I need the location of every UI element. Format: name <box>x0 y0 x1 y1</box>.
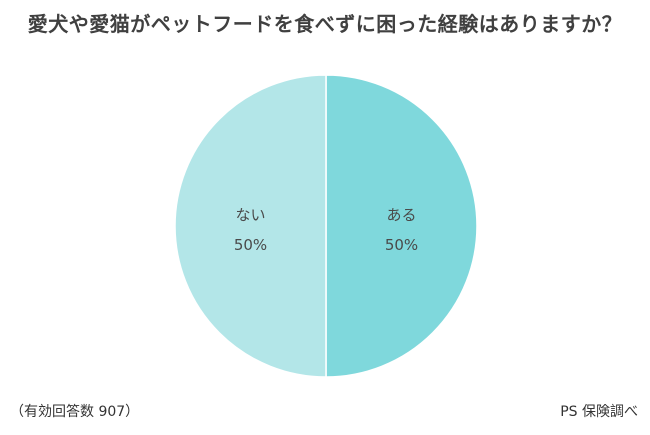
chart-title: 愛犬や愛猫がペットフードを食べずに困った経験はありますか？ <box>27 12 623 36</box>
slice-label-0: ある <box>386 206 416 224</box>
pie-slices <box>174 74 478 378</box>
pie-labels: ある 50% ない 50% <box>234 206 418 254</box>
pie-slice-1 <box>174 74 327 378</box>
pie-slice-0 <box>325 74 478 378</box>
source-credit: PS 保険調べ <box>560 404 638 420</box>
slice-value-label-1: 50% <box>234 236 267 254</box>
slice-value-label-0: 50% <box>385 236 418 254</box>
respondent-count-note: （有効回答数 907） <box>10 404 140 420</box>
slice-label-1: ない <box>235 206 265 224</box>
